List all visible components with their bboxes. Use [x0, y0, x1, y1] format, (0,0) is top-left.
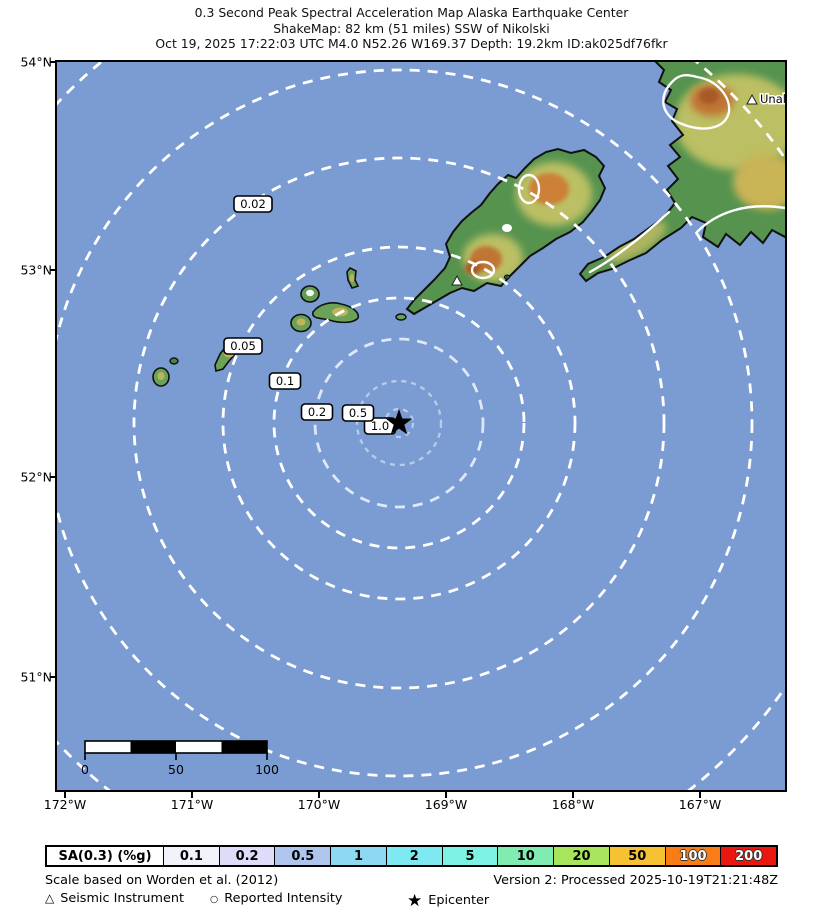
scale-bar-tick-label: 100: [255, 762, 279, 777]
carlisle-snow-cap: [306, 289, 314, 297]
lon-axis-tick: [318, 792, 320, 798]
legend-cell-1: 1: [331, 847, 387, 865]
symbol-key-label: Reported Intensity: [224, 891, 343, 906]
terrain-decor-lines: [470, 73, 787, 280]
lat-axis-tick: [50, 676, 57, 678]
lon-axis-label: 172°W: [43, 797, 87, 812]
station-markers: [451, 93, 758, 286]
lon-axis-tick: [445, 792, 447, 798]
seismic-station-icon: [746, 93, 758, 105]
title-line-1: 0.3 Second Peak Spectral Acceleration Ma…: [194, 5, 629, 20]
scale-bar: 0 50 100: [81, 740, 279, 777]
contour-circle-0.5: [355, 379, 443, 467]
lat-axis-label: 52°N: [20, 469, 52, 485]
contour-circle-0.05: [221, 245, 577, 601]
lon-axis-tick: [191, 792, 193, 798]
lon-axis-label: 171°W: [170, 797, 214, 812]
symbol-key-circle: ○ Reported Intensity: [210, 891, 342, 906]
legend-cell-5: 5: [442, 847, 499, 865]
svg-text:1.0: 1.0: [371, 419, 389, 433]
unalaska-coastline: [578, 59, 788, 283]
symbol-key-triangle: △ Seismic Instrument: [45, 891, 184, 906]
scale-note: Scale based on Worden et al. (2012): [45, 873, 279, 888]
scale-bar-tick-label: 0: [81, 762, 89, 777]
town-label-unalaska: Unalaska: [760, 92, 785, 106]
contour-label-0.2: 0.2: [300, 403, 334, 421]
svg-text:0.05: 0.05: [230, 339, 256, 353]
contour-label-0.02: 0.02: [233, 195, 273, 213]
legend-cell-50: 50: [609, 847, 666, 865]
symbol-key-star: ★ Epicenter: [407, 891, 489, 911]
map-title-block: 0.3 Second Peak Spectral Acceleration Ma…: [0, 5, 823, 52]
seismic-station-icon: [451, 274, 463, 286]
contour-label-1.0: 1.0: [363, 417, 397, 435]
title-line-2: ShakeMap: 82 km (51 miles) SSW of Nikols…: [273, 20, 550, 36]
scale-bar-labels: 0 50 100: [81, 762, 279, 777]
contour-circle-outer: [44, 68, 754, 778]
circle-icon: ○: [210, 894, 219, 905]
psa-contour-circles: [0, 0, 823, 893]
contour-circle-0.2: [313, 337, 485, 509]
legend-colorbar: SA(0.3) (%g) 0.1 0.2 0.5 1 2 5 10 20 50 100 200: [45, 845, 778, 867]
contour-label-0.05: 0.05: [223, 337, 263, 355]
lat-axis-tick: [50, 269, 57, 271]
lat-axis-label: 53°N: [20, 262, 52, 278]
contour-label-0.1: 0.1: [268, 372, 302, 390]
legend-cell-0.1: 0.1: [164, 847, 220, 865]
lat-axis-tick: [50, 61, 57, 63]
islet: [169, 357, 179, 365]
lon-axis-label: 169°W: [424, 797, 468, 812]
legend-cell-20: 20: [554, 847, 610, 865]
title-line-3: Oct 19, 2025 17:22:03 UTC M4.0 N52.26 W1…: [155, 36, 668, 51]
lon-axis-tick: [64, 792, 66, 798]
symbol-key-label: Seismic Instrument: [60, 891, 184, 906]
legend-cell-0.5: 0.5: [275, 847, 332, 865]
four-mountains-islands: [290, 266, 360, 333]
lon-axis-tick: [572, 792, 574, 798]
umnak-coastline: [405, 147, 607, 316]
svg-text:0.2: 0.2: [308, 405, 326, 419]
footer-symbol-key: △ Seismic Instrument ○ Reported Intensity ★ E…: [45, 891, 778, 911]
legend-cell-2: 2: [386, 847, 443, 865]
snow-patch: [502, 224, 512, 232]
lon-axis-label: 167°W: [678, 797, 722, 812]
scale-bar-tick-label: 50: [168, 762, 184, 777]
epicenter-star-icon: [385, 409, 413, 435]
version-note: Version 2: Processed 2025-10-19T21:21:48…: [493, 873, 778, 888]
lon-axis-label: 168°W: [551, 797, 595, 812]
lat-axis-label: 51°N: [20, 669, 52, 685]
triangle-icon: △: [45, 891, 55, 905]
svg-text:0.02: 0.02: [240, 197, 266, 211]
lon-axis-tick: [699, 792, 701, 798]
contour-circle-0.1: [272, 296, 526, 550]
svg-text:0.5: 0.5: [349, 406, 367, 420]
contour-circle-0.02: [132, 156, 666, 690]
legend-title: SA(0.3) (%g): [47, 847, 164, 865]
svg-text:0.1: 0.1: [276, 374, 294, 388]
legend-cell-0.2: 0.2: [219, 847, 276, 865]
star-icon: ★: [407, 891, 423, 911]
islet: [503, 274, 511, 280]
contour-label-0.5: 0.5: [341, 404, 375, 422]
contour-value-labels: 1.0 0.5 0.2 0.1 0.05 0.02: [223, 195, 397, 435]
lat-axis-tick: [50, 476, 57, 478]
lat-axis-label: 54°N: [20, 54, 52, 70]
legend-cell-100: 100: [665, 847, 722, 865]
symbol-key-label: Epicenter: [428, 893, 490, 908]
samalga-island: [395, 313, 407, 321]
footer-notes: Scale based on Worden et al. (2012) Vers…: [45, 873, 778, 888]
legend-cell-10: 10: [498, 847, 555, 865]
legend-cell-200: 200: [721, 847, 777, 865]
lon-axis-label: 170°W: [297, 797, 341, 812]
